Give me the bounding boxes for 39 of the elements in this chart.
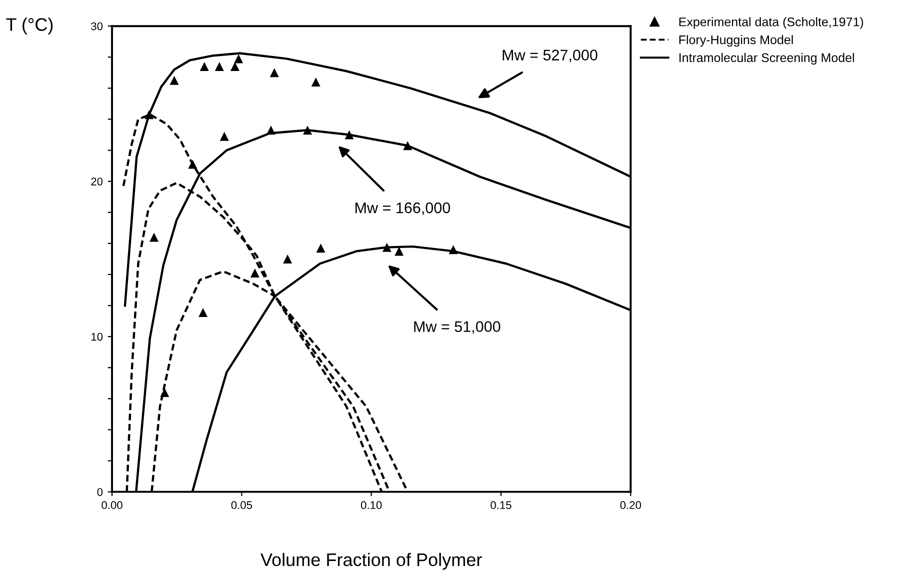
point <box>234 54 244 64</box>
point <box>311 77 320 86</box>
y-tick-label: 0 <box>97 488 103 496</box>
annotation: Mw = 166,000 <box>356 202 450 216</box>
point <box>303 126 312 135</box>
x-tick-label: 0.20 <box>620 501 642 510</box>
point <box>230 62 240 71</box>
x-tick-label: 0.00 <box>102 501 122 510</box>
point <box>160 388 170 397</box>
point <box>344 130 354 140</box>
y-tick-label: 30 <box>91 22 103 30</box>
point <box>316 244 326 253</box>
point <box>382 242 392 252</box>
point <box>403 141 412 150</box>
point <box>250 268 260 278</box>
annotation: Mw = 527,000 <box>502 50 598 62</box>
y-axis-title: T (°C) <box>6 18 53 35</box>
point <box>214 62 224 71</box>
x-tick-label: 0.10 <box>360 501 382 510</box>
point <box>170 76 179 85</box>
point <box>448 245 458 254</box>
x-tick-label: 0.15 <box>490 501 512 510</box>
annotation: Mw = 51,000 <box>414 321 500 334</box>
y-tick-label: 10 <box>91 332 103 341</box>
x-axis-title: Volume Fraction of Polymer <box>260 552 482 570</box>
point <box>198 308 208 318</box>
point <box>266 126 276 135</box>
y-tick-label: 20 <box>91 178 103 186</box>
point <box>188 160 198 169</box>
x-tick-label: 0.05 <box>231 501 252 510</box>
point <box>283 254 292 264</box>
point <box>144 110 154 120</box>
point <box>200 62 209 71</box>
legend-label: Experimental data (Scholte,1971) <box>679 17 864 29</box>
point <box>150 232 159 242</box>
point <box>220 132 229 141</box>
point <box>270 68 279 78</box>
legend-label: Flory-Huggins Model <box>679 35 793 47</box>
legend-label: Intramolecular Screening Model <box>679 52 854 65</box>
